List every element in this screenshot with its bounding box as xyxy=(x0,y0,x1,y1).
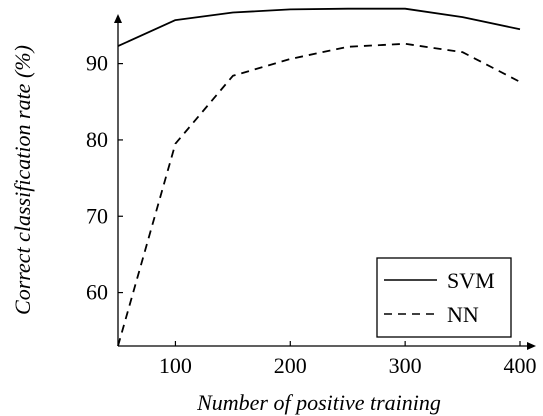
y-tick-label: 70 xyxy=(86,203,108,228)
series-line-nn xyxy=(117,42,521,347)
series-line-svm xyxy=(117,7,521,47)
x-axis-label: Number of positive training xyxy=(196,390,441,415)
legend: SVM NN xyxy=(376,257,512,338)
y-tick-label: 60 xyxy=(86,280,108,305)
legend-label-nn: NN xyxy=(447,302,479,327)
legend-label-svm: SVM xyxy=(447,268,495,293)
y-tick-label: 90 xyxy=(86,51,108,76)
legend-box xyxy=(376,257,512,338)
y-axis-arrowhead xyxy=(114,14,122,23)
axes xyxy=(114,14,536,350)
x-tick-label: 100 xyxy=(159,353,192,378)
axis-labels: Number of positive training Correct clas… xyxy=(10,45,441,415)
x-axis-arrowhead xyxy=(527,342,536,350)
series-layer xyxy=(117,7,521,347)
x-tick-label: 300 xyxy=(389,353,422,378)
y-axis-label: Correct classification rate (%) xyxy=(10,45,35,315)
x-tick-label: 400 xyxy=(504,353,537,378)
x-tick-label: 200 xyxy=(274,353,307,378)
y-tick-label: 80 xyxy=(86,127,108,152)
ticks: 100 200 300 400 60 70 80 90 xyxy=(86,51,537,378)
